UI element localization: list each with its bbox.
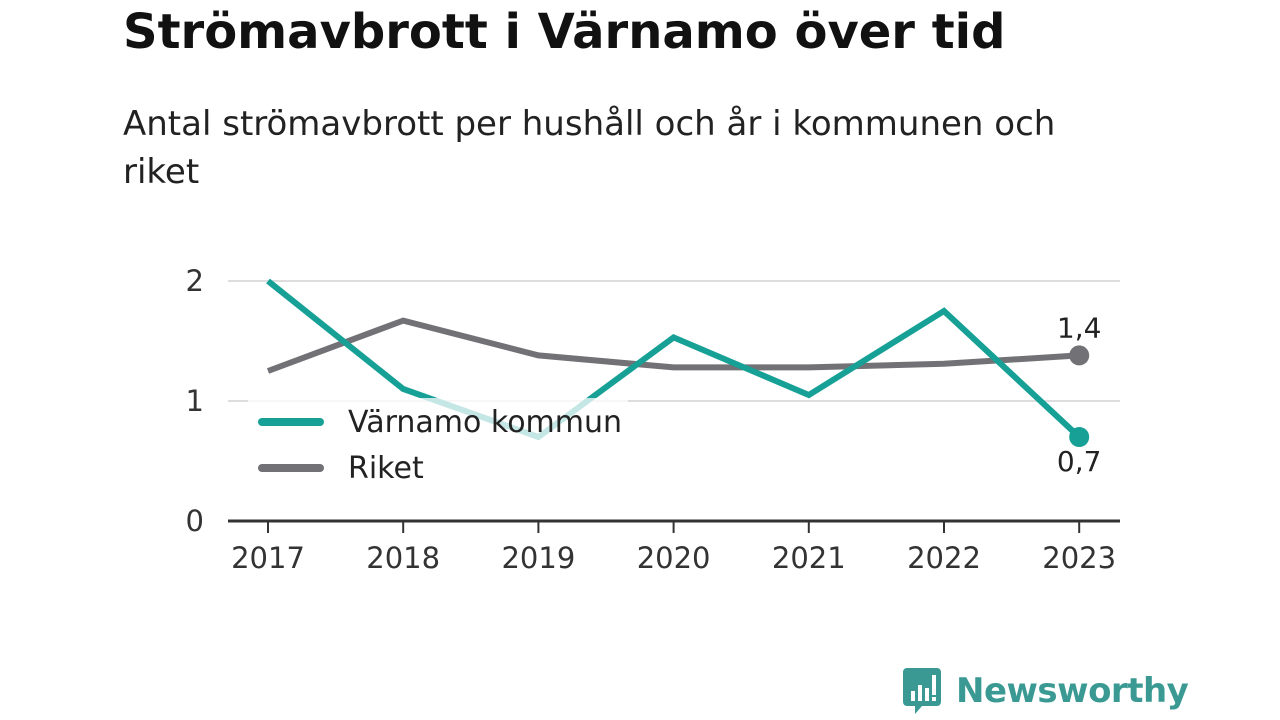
y-axis: 0 1 2 <box>186 264 204 538</box>
end-point-varnamo <box>1069 427 1090 447</box>
chart-subtitle: Antal strömavbrott per hushåll och år i … <box>123 104 1056 192</box>
x-tick-label-2019: 2019 <box>501 541 575 575</box>
x-axis: 2017 2018 2019 2020 2021 2022 2023 <box>228 519 1120 575</box>
y-tick-label-0: 0 <box>186 504 204 538</box>
gridlines <box>228 280 1120 402</box>
data-label-varnamo-2023: 0,7 <box>1057 445 1102 478</box>
y-tick-label-2: 2 <box>186 264 204 298</box>
newsworthy-chart-bubble-icon <box>903 668 941 714</box>
x-tick-label-2017: 2017 <box>231 541 305 575</box>
legend-label-riket: Riket <box>348 450 424 486</box>
brand-logo[interactable]: Newsworthy <box>902 668 1189 714</box>
series-line-varnamo <box>266 278 1082 441</box>
chart-title: Strömavbrott i Värnamo över tid <box>123 4 1006 60</box>
legend-label-varnamo: Värnamo kommun <box>348 404 623 440</box>
x-tick-label-2020: 2020 <box>637 541 711 575</box>
x-tick-label-2022: 2022 <box>907 541 981 575</box>
x-tick-label-2023: 2023 <box>1042 541 1116 575</box>
end-point-riket <box>1069 345 1090 366</box>
series-line-riket <box>266 317 1080 374</box>
series-lines <box>266 278 1090 447</box>
legend-item-riket: Riket <box>258 448 424 488</box>
data-label-riket-2023: 1,4 <box>1057 311 1102 344</box>
legend-swatch-varnamo <box>258 418 324 426</box>
x-tick-label-2021: 2021 <box>772 541 846 575</box>
x-tick-label-2018: 2018 <box>366 541 440 575</box>
data-labels: 1,4 0,7 <box>1057 311 1102 478</box>
legend-swatch-riket <box>258 464 324 472</box>
legend: Värnamo kommun Riket <box>248 398 628 498</box>
brand-name: Newsworthy <box>956 671 1189 711</box>
y-tick-label-1: 1 <box>186 384 204 418</box>
legend-item-varnamo: Värnamo kommun <box>258 402 622 442</box>
